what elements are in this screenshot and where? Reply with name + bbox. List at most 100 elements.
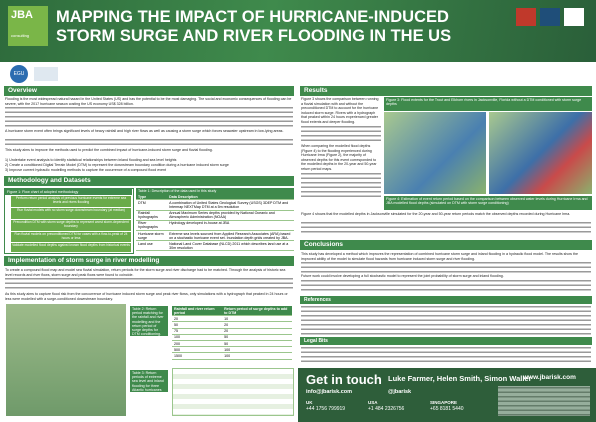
cell: National Land Cover Database (NLCD) 2011…	[167, 240, 294, 252]
text-lines	[301, 261, 591, 273]
logo-box	[564, 8, 584, 26]
map-image	[489, 112, 592, 194]
body-text: This study aims to improve the methods u…	[5, 148, 213, 152]
body-text: Figure 3 shows the comparison between ru…	[301, 97, 379, 124]
table-box: Table 1: Description of the data used in…	[136, 188, 294, 252]
contact-label: UK	[306, 400, 313, 405]
flow-step: Run fluvial models with no storm surge d…	[11, 208, 131, 219]
cell: Annual Maximum Series depths provided by…	[167, 210, 294, 221]
text-lines	[498, 386, 590, 416]
text-lines	[301, 305, 591, 335]
section-heading: Overview	[4, 86, 294, 96]
table-header: Rainfall and river return period	[172, 306, 223, 317]
email[interactable]: info@jbarisk.com	[306, 389, 353, 395]
body-text: Flooding is the most widespread natural …	[5, 97, 292, 106]
cell: 50	[172, 321, 223, 329]
cell: 20	[222, 328, 292, 335]
cell: 20	[222, 321, 292, 329]
flow-step: Perform return period analysis of previo…	[11, 196, 131, 207]
cell: Hurricane storm surge	[136, 230, 168, 242]
cell: 1500	[172, 352, 223, 360]
flow-step: Validate modelled flood depths against k…	[11, 243, 131, 252]
cell: 500	[172, 346, 223, 354]
authors: Luke Farmer, Helen Smith, Simon Waller	[388, 374, 532, 383]
contact-phone: +65 8181 5440	[430, 406, 464, 412]
table-graphic	[172, 368, 294, 416]
text-lines	[301, 221, 591, 235]
cell: 50	[222, 334, 292, 341]
section-heading: References	[300, 296, 592, 304]
website[interactable]: www.jbarisk.com	[523, 374, 576, 381]
text-lines	[5, 138, 293, 147]
section-heading: Conclusions	[300, 240, 592, 250]
text-lines	[5, 277, 293, 291]
partner-logo: EGU	[10, 65, 28, 83]
cell: 100	[222, 352, 292, 360]
poster-title: MAPPING THE IMPACT OF HURRICANE-INDUCED …	[56, 8, 452, 45]
cell: River hydrographs	[136, 220, 168, 231]
cell: 200	[172, 340, 223, 348]
table: Rainfall and river return period Return p…	[172, 306, 292, 360]
section-heading: Results	[300, 86, 592, 96]
table-header: Type	[136, 194, 168, 201]
body-text: A hurricane storm event often brings sig…	[5, 129, 284, 133]
body-text: As this study aims to capture flood risk…	[5, 292, 288, 301]
cell: DTM	[136, 199, 168, 211]
table: Type Data Description DTM A combination of…	[136, 194, 294, 252]
body-text: To create a compound flood map and model…	[5, 268, 286, 277]
body-text: When comparing the modelled flood depths…	[301, 144, 377, 171]
table-header: Data Description	[167, 194, 294, 201]
table-box: Rainfall and river return period Return p…	[172, 306, 292, 360]
text-lines	[5, 106, 293, 128]
body-text: Figure 4 shows that the modelled depths …	[301, 212, 571, 216]
body-text: This study has developed a method which …	[301, 252, 579, 261]
figure-caption: Figure 4: Estimation of event return per…	[384, 196, 592, 210]
cell: Land use	[136, 240, 168, 252]
header-band: JBA consulting MAPPING THE IMPACT OF HURR…	[0, 0, 596, 62]
cell: 100	[172, 334, 223, 341]
cell: Rainfall hydrographs	[136, 210, 168, 221]
cell: 20	[172, 315, 223, 323]
section-heading: Implementation of storm surge in river m…	[4, 256, 294, 266]
objective: 2) Create a conditioned Digital Terrain …	[5, 163, 229, 167]
logo-row: EGU	[0, 62, 596, 86]
map-image	[6, 304, 126, 416]
text-lines	[301, 125, 381, 143]
logo-box	[516, 8, 536, 26]
cell: 100	[222, 346, 292, 354]
footer-heading: Get in touch	[306, 372, 382, 387]
logo-sub: consulting	[11, 33, 30, 38]
contact-label: USA	[368, 400, 378, 405]
figure-caption: Figure 1: Flow chart of adopted methodol…	[5, 189, 132, 196]
table-header: Return period of surge depths to add to …	[222, 306, 292, 317]
objective: 1) Undertake event analysis to identify …	[5, 158, 177, 162]
logo-box	[540, 8, 560, 26]
contact-phone: +1 484 2326756	[368, 406, 405, 412]
map-image	[384, 112, 486, 194]
cell: Hydrology developed in-house at JBA	[167, 220, 294, 231]
logo: JBA consulting	[8, 6, 48, 46]
table-caption: Table 2: Return period matching for the …	[130, 306, 168, 336]
logo-text: JBA	[11, 9, 34, 21]
section-heading: Legal Bits	[300, 337, 592, 345]
twitter[interactable]: @jbarisk	[388, 389, 412, 395]
table-caption: Table 3: Return periods of extreme sea l…	[130, 370, 168, 392]
body-text: Future work could involve developing a f…	[301, 274, 504, 278]
contact-label: SINGAPORE	[430, 400, 458, 405]
footer: Get in touch Luke Farmer, Helen Smith, S…	[298, 368, 596, 422]
text-lines	[301, 172, 381, 198]
flow-step: Precondition DTM with storm surge depths…	[11, 220, 131, 231]
table-caption: Table 1: Description of the data used in…	[136, 188, 294, 195]
objective: 3) Improve current hydraulic modelling m…	[5, 168, 167, 172]
section-heading: Methodology and Datasets	[4, 176, 294, 186]
cell: Extreme sea levels sourced from Applied …	[167, 230, 294, 242]
cell: A combination of United States Geologica…	[167, 199, 294, 211]
flow-step: Run fluvial models on preconditioned DTM…	[11, 232, 131, 242]
figure-box: Figure 1: Flow chart of adopted methodol…	[4, 188, 134, 254]
cell: 50	[222, 340, 292, 348]
text-lines	[301, 346, 591, 364]
partner-logos	[516, 8, 588, 48]
partner-logo	[34, 67, 58, 81]
contact-phone: +44 1756 799919	[306, 406, 346, 412]
